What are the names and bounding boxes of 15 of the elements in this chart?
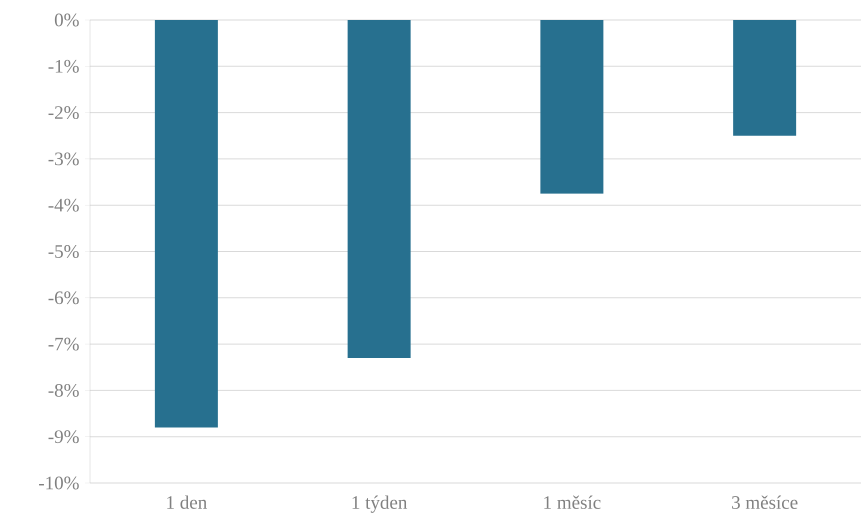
y-tick-label: -1% bbox=[48, 60, 79, 73]
y-tick-label: -4% bbox=[48, 198, 79, 212]
y-tick-label: -6% bbox=[48, 291, 79, 304]
y-tick-label: -9% bbox=[48, 430, 79, 444]
x-tick-label: 1 týden bbox=[352, 496, 408, 513]
y-tick-label: -8% bbox=[48, 384, 79, 397]
y-tick-label: -5% bbox=[48, 245, 79, 258]
x-tick-label: 1 den bbox=[167, 496, 207, 509]
x-tick-label: 1 měsíc bbox=[544, 496, 601, 509]
y-tick-label: -2% bbox=[48, 106, 79, 120]
y-tick-label: -7% bbox=[48, 338, 79, 351]
y-tick-label: -3% bbox=[48, 152, 79, 166]
x-tick-label: 3 měsíce bbox=[732, 496, 798, 509]
y-tick-label: 0% bbox=[54, 14, 79, 26]
y-tick-label: -10% bbox=[39, 476, 79, 490]
